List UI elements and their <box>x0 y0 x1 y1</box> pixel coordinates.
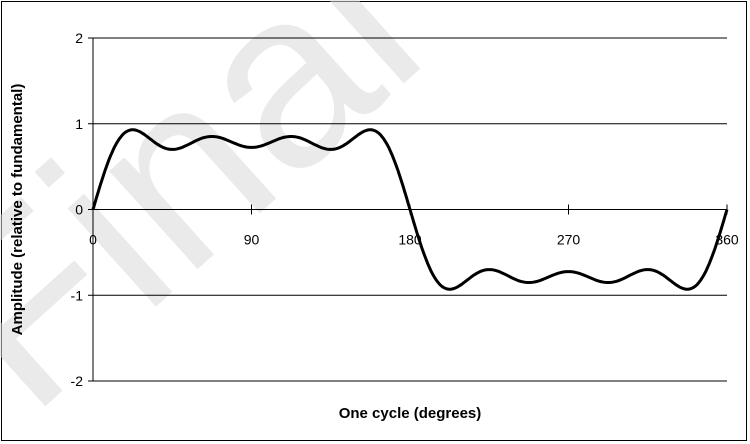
tick-labels: 2 1 0 -1 -2 0 90 180 270 360 <box>71 30 739 389</box>
x-tick-label: 270 <box>557 232 581 248</box>
x-tick-label: 0 <box>89 232 97 248</box>
x-tick-label: 180 <box>398 232 422 248</box>
y-axis-title: Amplitude (relative to fundamental) <box>9 84 26 336</box>
x-tick-label: 360 <box>715 232 739 248</box>
series-line <box>91 128 729 291</box>
y-tick-label: 2 <box>75 30 83 46</box>
y-tick-label: -2 <box>71 373 84 389</box>
y-tick-label: 1 <box>75 116 83 132</box>
x-axis-title: One cycle (degrees) <box>339 405 482 422</box>
y-tick-label: -1 <box>71 287 84 303</box>
x-tick-label: 90 <box>244 232 260 248</box>
y-tick-label: 0 <box>75 202 83 218</box>
